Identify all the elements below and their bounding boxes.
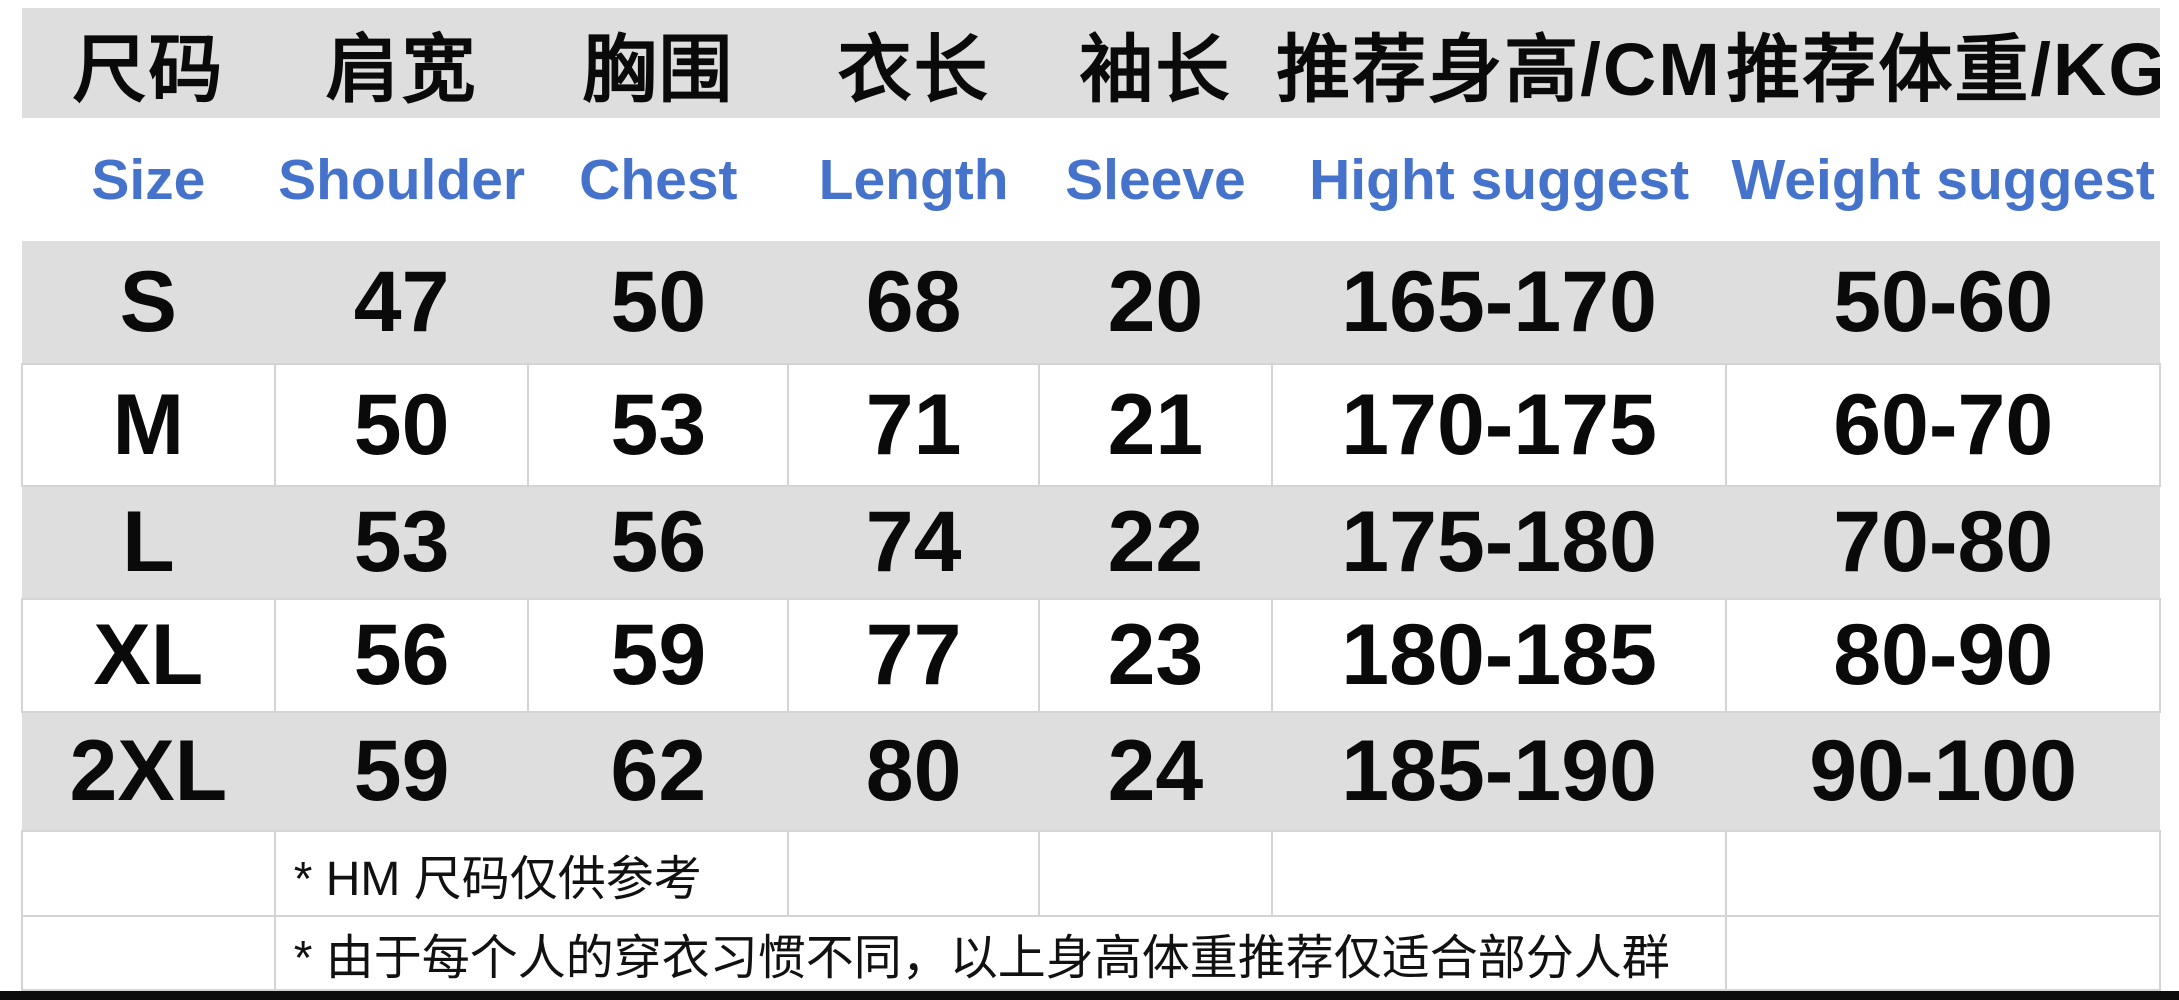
value-cell: 90-100 — [1726, 712, 2160, 831]
value-cell: 180-185 — [1270, 598, 1728, 713]
header-en-height: Hight suggest — [1271, 118, 1727, 241]
bottom-black-bar — [0, 991, 2179, 1000]
value-cell: 56 — [273, 598, 530, 713]
note-text-2: * 由于每个人的穿衣习惯不同，以上身高体重推荐仅适合部分人群 — [273, 915, 1728, 991]
value-cell: 62 — [528, 712, 789, 831]
empty-cell — [787, 830, 1041, 917]
table-row-l: L 53 56 74 22 175-180 70-80 — [22, 486, 2160, 599]
value-cell: 21 — [1038, 363, 1273, 487]
header-zh-size: 尺码 — [22, 8, 275, 118]
value-cell: 185-190 — [1271, 712, 1727, 831]
value-cell: 53 — [527, 363, 790, 487]
value-cell: 22 — [1039, 486, 1272, 599]
table-row-2xl: 2XL 59 62 80 24 185-190 90-100 — [22, 712, 2160, 831]
value-cell: 24 — [1039, 712, 1272, 831]
value-cell: 59 — [274, 712, 529, 831]
value-cell: 71 — [787, 363, 1041, 487]
header-zh-chest: 胸围 — [528, 8, 789, 118]
header-en-size: Size — [22, 118, 275, 241]
header-zh-shoulder: 肩宽 — [274, 8, 529, 118]
value-cell: 59 — [527, 598, 790, 713]
size-cell: 2XL — [22, 712, 275, 831]
size-cell: S — [22, 241, 275, 364]
header-zh-length: 衣长 — [788, 8, 1040, 118]
size-cell: M — [21, 363, 276, 487]
header-en-shoulder: Shoulder — [274, 118, 529, 241]
note-row-2: * 由于每个人的穿衣习惯不同，以上身高体重推荐仅适合部分人群 — [21, 915, 2161, 991]
empty-cell — [21, 915, 276, 991]
header-row-zh: 尺码 肩宽 胸围 衣长 袖长 推荐身高/CM 推荐体重/KG — [22, 8, 2160, 118]
header-row-en: Size Shoulder Chest Length Sleeve Hight … — [22, 118, 2160, 241]
header-en-sleeve: Sleeve — [1039, 118, 1272, 241]
value-cell: 175-180 — [1271, 486, 1727, 599]
value-cell: 20 — [1039, 241, 1272, 364]
header-zh-sleeve: 袖长 — [1039, 8, 1272, 118]
header-en-weight: Weight suggest — [1726, 118, 2160, 241]
size-cell: XL — [21, 598, 276, 713]
value-cell: 56 — [528, 486, 789, 599]
note-row-1: * HM 尺码仅供参考 — [21, 830, 2161, 917]
value-cell: 170-175 — [1270, 363, 1728, 487]
value-cell: 165-170 — [1271, 241, 1727, 364]
value-cell: 80-90 — [1725, 598, 2161, 713]
empty-cell — [1725, 830, 2161, 917]
value-cell: 50 — [528, 241, 789, 364]
size-cell: L — [22, 486, 275, 599]
value-cell: 70-80 — [1726, 486, 2160, 599]
empty-cell — [1270, 830, 1728, 917]
table-row-s: S 47 50 68 20 165-170 50-60 — [22, 241, 2160, 364]
header-en-length: Length — [788, 118, 1040, 241]
value-cell: 74 — [788, 486, 1040, 599]
header-zh-height: 推荐身高/CM — [1271, 8, 1727, 118]
value-cell: 50-60 — [1726, 241, 2160, 364]
value-cell: 47 — [274, 241, 529, 364]
header-en-chest: Chest — [528, 118, 789, 241]
table-row-xl: XL 56 59 77 23 180-185 80-90 — [21, 598, 2161, 713]
value-cell: 50 — [273, 363, 530, 487]
empty-cell — [1725, 915, 2161, 991]
note-text-1: * HM 尺码仅供参考 — [273, 830, 790, 917]
value-cell: 53 — [274, 486, 529, 599]
value-cell: 77 — [787, 598, 1041, 713]
empty-cell — [1038, 830, 1273, 917]
value-cell: 23 — [1038, 598, 1273, 713]
value-cell: 80 — [788, 712, 1040, 831]
size-chart-table: 尺码 肩宽 胸围 衣长 袖长 推荐身高/CM 推荐体重/KG Size Shou… — [21, 8, 2161, 991]
value-cell: 68 — [788, 241, 1040, 364]
table-row-m: M 50 53 71 21 170-175 60-70 — [21, 363, 2161, 487]
header-zh-weight: 推荐体重/KG — [1726, 8, 2160, 118]
empty-cell — [21, 830, 276, 917]
value-cell: 60-70 — [1725, 363, 2161, 487]
